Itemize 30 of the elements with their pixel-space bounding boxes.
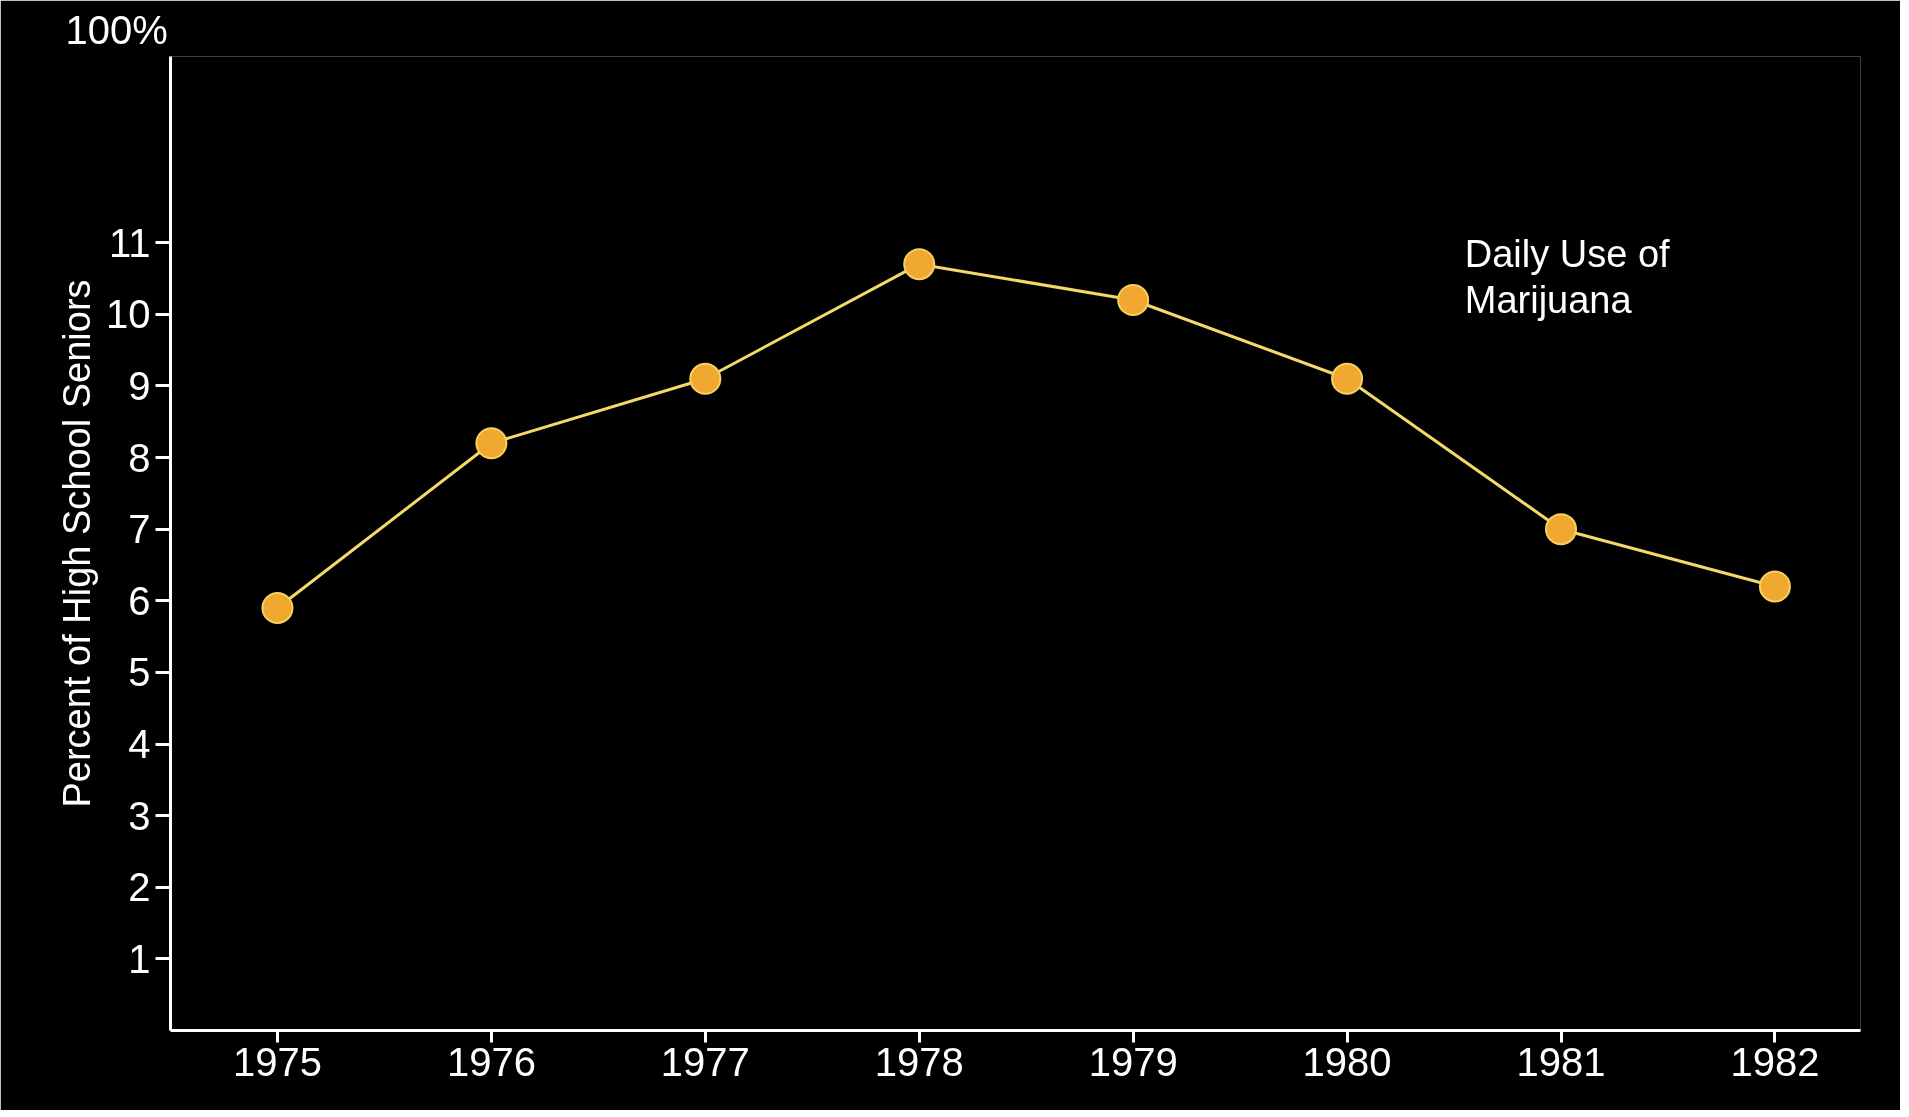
x-tick-label: 1977 bbox=[660, 1039, 750, 1084]
x-tick-label: 1975 bbox=[232, 1039, 322, 1084]
y-tick-label: 3 bbox=[128, 793, 151, 838]
y-axis-title: Percent of High School Seniors bbox=[56, 279, 99, 808]
x-tick-label: 1979 bbox=[1088, 1039, 1178, 1084]
x-tick-label: 1976 bbox=[446, 1039, 536, 1084]
point bbox=[689, 362, 722, 395]
y-tick-label: 4 bbox=[128, 722, 151, 767]
point bbox=[1117, 284, 1150, 316]
y-tick-label: 7 bbox=[128, 507, 151, 552]
y-tick-label: 10 bbox=[106, 292, 151, 337]
y-tick-label: 2 bbox=[128, 865, 151, 910]
point bbox=[1545, 513, 1578, 546]
y-tick-label: 9 bbox=[128, 363, 151, 408]
point bbox=[475, 427, 508, 460]
y-tick-label: 5 bbox=[128, 650, 151, 695]
x-tick-label: 1978 bbox=[874, 1039, 964, 1084]
point bbox=[261, 591, 294, 624]
y-tick-label: 11 bbox=[108, 220, 151, 265]
point bbox=[1758, 570, 1791, 603]
x-tick-label: 1982 bbox=[1730, 1039, 1820, 1084]
point bbox=[1331, 362, 1364, 395]
point bbox=[903, 248, 936, 281]
y-tick-label: 8 bbox=[128, 435, 151, 480]
text: Daily Use of Marijuana bbox=[1464, 233, 1671, 322]
y-tick-label: 6 bbox=[128, 578, 151, 623]
text: 100% bbox=[65, 7, 168, 52]
x-tick-label: 1980 bbox=[1302, 1039, 1392, 1084]
y-tick-label: 1 bbox=[128, 936, 151, 981]
x-tick-label: 1981 bbox=[1516, 1039, 1606, 1084]
